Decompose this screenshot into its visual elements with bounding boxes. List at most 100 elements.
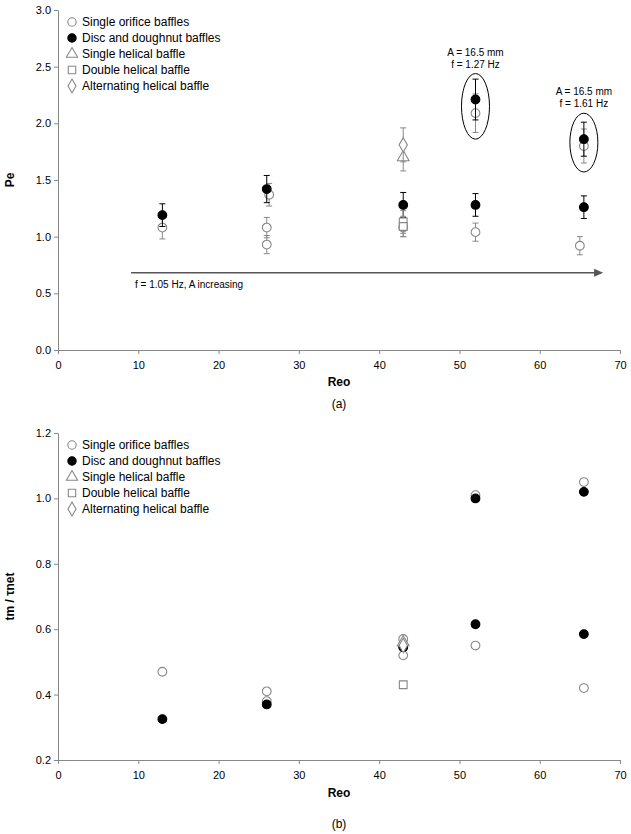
x-axis-tick-mark [138, 760, 139, 764]
x-axis-tick: 0 [55, 760, 61, 781]
legend-label: Disc and doughnut baffles [82, 454, 221, 468]
y-axis-title: tm / τnet [3, 572, 17, 620]
legend-label: Alternating helical baffle [82, 79, 210, 93]
y-axis-tick-mark [54, 629, 58, 630]
series [158, 478, 588, 706]
y-axis-tick: 0.0 [36, 344, 58, 356]
series [399, 211, 407, 237]
legend: Single orifice baffles Disc and doughnut … [66, 15, 220, 93]
y-axis-tick: 0.4 [36, 689, 58, 701]
arrow-head [594, 269, 603, 277]
legend-marker [68, 18, 76, 26]
y-axis-tick-label: 0.2 [36, 754, 51, 766]
x-axis-tick-mark [219, 350, 220, 354]
x-axis-tick-label: 40 [374, 359, 386, 371]
y-axis-tick: 3.0 [36, 4, 58, 16]
x-axis-tick-label: 20 [213, 359, 225, 371]
legend-label: Alternating helical baffle [82, 502, 210, 516]
x-axis-tick-label: 60 [534, 769, 546, 781]
point [158, 715, 167, 724]
x-axis-tick-label: 10 [133, 359, 145, 371]
x-axis-tick-label: 30 [293, 359, 305, 371]
y-axis-tick-mark [54, 180, 58, 181]
y-axis-tick-mark [54, 10, 58, 11]
plot-area [158, 79, 588, 255]
y-axis-tick-label: 0.0 [36, 344, 51, 356]
point [580, 478, 589, 487]
y-axis-tick-label: 0.4 [36, 689, 51, 701]
x-axis-tick-label: 0 [55, 359, 61, 371]
series [399, 681, 407, 689]
x-axis-tick-mark [379, 350, 380, 354]
legend: Single orifice bafflesDisc and doughnut … [66, 438, 220, 516]
x-axis-tick: 0 [55, 350, 61, 371]
y-axis-tick-label: 0.8 [36, 558, 51, 570]
legend-marker [68, 79, 76, 93]
point [399, 138, 407, 152]
x-axis-tick-label: 50 [454, 769, 466, 781]
y-axis: 0.00.51.01.52.02.53.0 [36, 4, 59, 356]
y-axis-title: Pe [3, 172, 17, 187]
x-axis-tick: 30 [293, 350, 305, 371]
y-axis-tick: 1.2 [36, 427, 58, 439]
series [399, 128, 407, 162]
x-axis-tick-label: 30 [293, 769, 305, 781]
y-axis-tick-mark [54, 564, 58, 565]
y-axis-tick-label: 2.0 [36, 117, 51, 129]
legend-label: Disc and doughnut baffles [82, 31, 221, 45]
x-axis-title: Reo [328, 786, 351, 800]
annotation: A = 16.5 mmf = 1.61 Hz [556, 86, 612, 109]
y-axis-tick-label: 1.5 [36, 174, 51, 186]
legend-marker [68, 441, 76, 449]
y-axis-tick: 1.0 [36, 492, 58, 504]
x-axis-tick-label: 20 [213, 769, 225, 781]
x-axis-tick-mark [620, 760, 621, 764]
x-axis-tick-label: 40 [374, 769, 386, 781]
x-axis-tick: 20 [213, 350, 225, 371]
error-bar [400, 211, 406, 234]
y-axis-tick: 0.5 [36, 287, 58, 299]
y-axis-tick: 0.6 [36, 623, 58, 635]
legend-label: Single orifice baffles [82, 15, 189, 29]
x-axis-tick-mark [138, 350, 139, 354]
annotation: A = 16.5 mmf = 1.27 Hz [447, 47, 503, 70]
x-axis-tick-label: 60 [534, 359, 546, 371]
y-axis-tick: 0.8 [36, 558, 58, 570]
point [262, 185, 271, 194]
point [399, 201, 408, 210]
y-axis-tick-mark [54, 498, 58, 499]
caption: (b) [332, 817, 347, 831]
annotation-line: f = 1.61 Hz [560, 98, 609, 109]
arrow-label: f = 1.05 Hz, A increasing [135, 279, 243, 290]
annotation-line: A = 16.5 mm [556, 86, 612, 97]
x-axis-tick-mark [540, 350, 541, 354]
point [471, 228, 480, 237]
x-axis-tick-mark [299, 760, 300, 764]
x-axis-tick-mark [299, 350, 300, 354]
figure: 0 10 20 30 40 50 60 70 0.0 0.5 1.0 1.5 2.0 2.5 3.0 Reo P… [0, 0, 631, 834]
x-axis-tick: 30 [293, 760, 305, 781]
x-axis-tick-mark [219, 760, 220, 764]
x-axis-tick-mark [620, 350, 621, 354]
point [580, 684, 589, 693]
legend-label: Single helical baffle [82, 47, 186, 61]
legend-marker [66, 470, 77, 480]
legend-marker [68, 502, 76, 516]
legend-marker [68, 489, 75, 496]
x-axis-tick-label: 70 [614, 359, 626, 371]
y-axis-tick-mark [54, 695, 58, 696]
point [471, 641, 480, 650]
x-axis: 010203040506070 [55, 350, 626, 371]
x-axis-tick: 10 [133, 350, 145, 371]
series [158, 79, 588, 226]
point [580, 135, 589, 144]
x-axis-line [59, 760, 621, 761]
y-axis-tick-label: 3.0 [36, 4, 51, 16]
x-axis-tick: 70 [614, 350, 626, 371]
y-axis-tick: 2.5 [36, 61, 58, 73]
y-axis-tick-label: 1.2 [36, 427, 51, 439]
series [399, 638, 407, 652]
point [262, 700, 271, 709]
point [580, 630, 589, 639]
point [399, 223, 408, 232]
